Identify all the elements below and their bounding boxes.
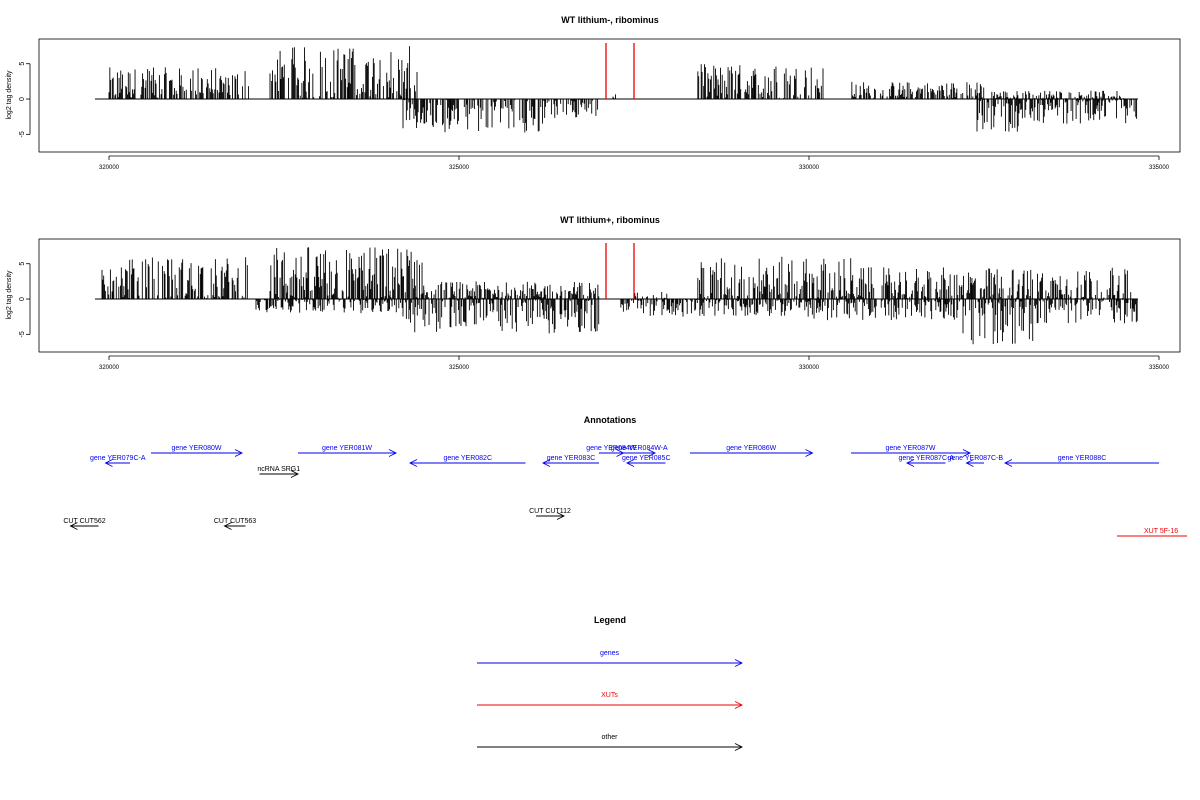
feature-label: gene YER085C — [622, 455, 671, 462]
y-tick-label: -5 — [19, 131, 26, 137]
feature-label: gene YER087C-B — [947, 455, 1003, 462]
x-tick-label: 325000 — [449, 165, 470, 171]
feature-label: gene YER088C — [1058, 455, 1107, 462]
feature-label: gene YER087W — [885, 445, 935, 452]
x-tick-label: 320000 — [99, 165, 120, 171]
track-title: WT lithium-, ribominus — [561, 15, 659, 25]
arrowhead — [388, 449, 398, 457]
feature-annotation: ncRNA SRG1 — [257, 466, 300, 478]
density-bars — [95, 43, 1138, 133]
feature-annotation: CUT CUT562 — [63, 518, 106, 530]
arrowhead — [734, 659, 744, 667]
feature-annotation: CUT CUT563 — [214, 518, 256, 530]
feature-annotation: gene YER080W — [151, 445, 244, 457]
feature-list: gene YER080W gene YER079C-A gene YER081W nc… — [63, 445, 1187, 537]
feature-annotation: XUT 5F-16 — [1117, 528, 1187, 537]
feature-label: gene YER087C-A — [898, 455, 954, 462]
feature-annotation: gene YER087C-B — [947, 455, 1003, 467]
feature-label: gene YER083C — [547, 455, 596, 462]
legend-label: other — [602, 734, 619, 741]
plot-frame — [38, 38, 1181, 153]
arrowhead — [234, 449, 244, 457]
track-wt-lithium-minus: WT lithium-, ribominus log2 tag density … — [6, 15, 1181, 171]
feature-label: CUT CUT563 — [214, 518, 256, 525]
y-axis-label: log2 tag density — [6, 70, 13, 120]
arrowhead — [556, 512, 566, 520]
y-tick-label: 5 — [19, 262, 26, 266]
feature-label: gene YER086W — [726, 445, 776, 452]
feature-annotation: gene YER082C — [408, 455, 526, 467]
y-tick-label: 5 — [19, 62, 26, 66]
density-bars — [95, 243, 1138, 345]
feature-annotation: gene YER087W — [851, 445, 972, 457]
arrowhead — [69, 522, 78, 530]
track-wt-lithium-plus: WT lithium+, ribominus log2 tag density … — [6, 215, 1181, 371]
feature-annotation: CUT CUT112 — [529, 508, 571, 520]
feature-label: CUT CUT112 — [529, 508, 571, 515]
x-tick-label: 335000 — [1149, 365, 1170, 371]
arrowhead — [965, 459, 974, 467]
legend-item: other — [477, 734, 744, 751]
y-axis-label: log2 tag density — [6, 270, 13, 320]
x-tick-label: 320000 — [99, 365, 120, 371]
feature-annotation: gene YER084W-A — [611, 445, 668, 457]
y-tick-label: 0 — [19, 297, 26, 301]
arrowhead — [541, 459, 551, 467]
arrowhead — [625, 459, 635, 467]
feature-label: gene YER084W-A — [611, 445, 668, 452]
feature-annotation: gene YER088C — [1003, 455, 1159, 467]
arrowhead — [104, 459, 113, 467]
feature-label: gene YER082C — [443, 455, 492, 462]
feature-label: XUT 5F-16 — [1144, 528, 1178, 535]
feature-annotation: gene YER086W — [690, 445, 814, 457]
arrowhead — [1003, 459, 1013, 467]
feature-label: gene YER084W — [586, 445, 636, 452]
arrowhead — [290, 470, 300, 478]
feature-annotation: gene YER079C-A — [90, 455, 146, 467]
feature-annotation: gene YER083C — [541, 455, 599, 467]
x-tick-label: 335000 — [1149, 165, 1170, 171]
feature-annotation: gene YER087C-A — [898, 455, 954, 467]
y-tick-label: 0 — [19, 97, 26, 101]
legend-item: genes — [477, 650, 744, 667]
arrowhead — [408, 459, 418, 467]
feature-label: gene YER081W — [322, 445, 372, 452]
feature-label: ncRNA SRG1 — [257, 466, 300, 473]
arrowhead — [905, 459, 915, 467]
feature-annotation: gene YER085C — [622, 455, 671, 467]
x-tick-label: 330000 — [799, 165, 820, 171]
legend-label: XUTs — [601, 692, 618, 699]
x-tick-label: 325000 — [449, 365, 470, 371]
axes: -5 0 5 320000 325000 330000 335000 — [19, 262, 1170, 371]
arrowhead — [734, 701, 744, 709]
legend-label: genes — [600, 650, 620, 657]
feature-label: CUT CUT562 — [63, 518, 105, 525]
feature-label: gene YER079C-A — [90, 455, 146, 462]
arrowhead — [962, 449, 972, 457]
feature-annotation: gene YER081W — [298, 445, 398, 457]
plot-frame — [38, 238, 1181, 353]
legend-items: genes XUTs other — [477, 650, 744, 751]
legend-item: XUTs — [477, 692, 744, 709]
legend: Legend genes XUTs other — [477, 615, 744, 751]
arrowhead — [647, 449, 657, 457]
arrowhead — [223, 522, 232, 530]
feature-label: gene YER080W — [171, 445, 221, 452]
arrowhead — [734, 743, 744, 751]
legend-title: Legend — [594, 615, 626, 625]
track-title: WT lithium+, ribominus — [560, 215, 660, 225]
annotations-title: Annotations — [584, 415, 637, 425]
x-tick-label: 330000 — [799, 365, 820, 371]
axes: -5 0 5 320000 325000 330000 335000 — [19, 62, 1170, 171]
arrowhead — [805, 449, 814, 457]
y-tick-label: -5 — [19, 331, 26, 337]
